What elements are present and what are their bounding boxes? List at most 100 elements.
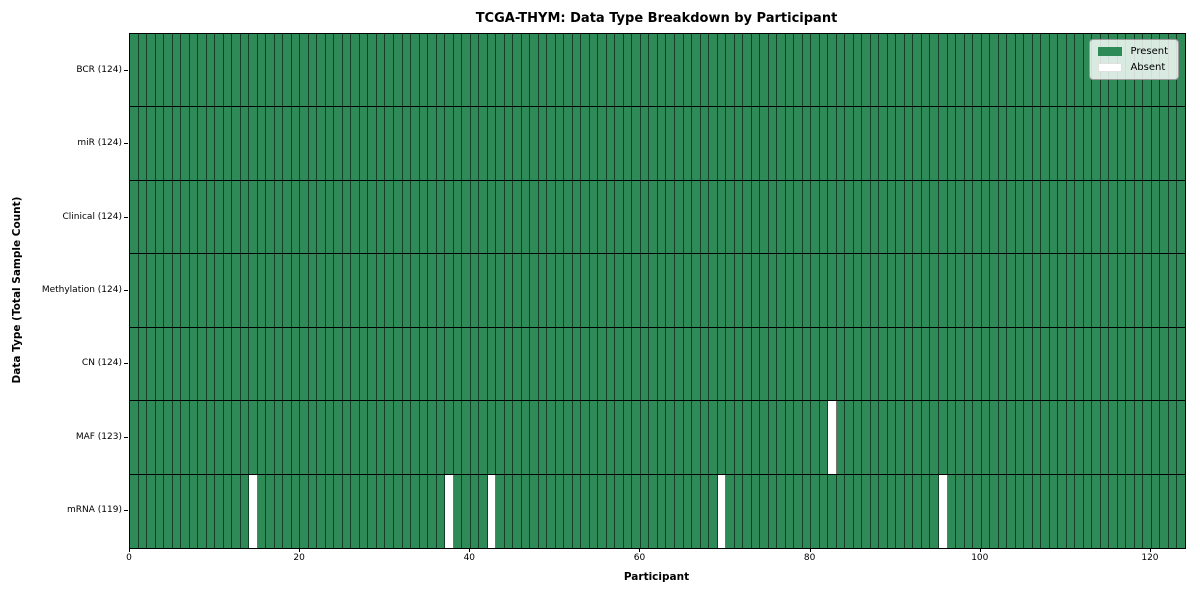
heatmap-cell (1168, 327, 1178, 401)
heatmap-cell (240, 401, 250, 474)
heatmap-cell (998, 254, 1008, 327)
heatmap-cell (683, 107, 693, 180)
heatmap-cell (589, 34, 599, 107)
heatmap-cell (521, 34, 531, 107)
heatmap-cell (359, 107, 369, 180)
heatmap-cell (155, 254, 165, 327)
heatmap-cell (393, 107, 403, 180)
heatmap-cell (547, 327, 556, 401)
heatmap-cell (564, 254, 573, 327)
heatmap-cell (589, 401, 599, 474)
heatmap-cell (249, 107, 258, 180)
heatmap-cell (513, 107, 522, 180)
heatmap-cell (496, 474, 505, 548)
heatmap-cell (794, 254, 803, 327)
heatmap-cell (376, 180, 386, 254)
heatmap-cell (283, 327, 292, 401)
heatmap-cell (751, 180, 761, 254)
heatmap-cell (632, 180, 641, 254)
heatmap-cell (223, 34, 233, 107)
heatmap-cell (470, 107, 480, 180)
heatmap-cell (794, 180, 803, 254)
heatmap-cell (479, 180, 488, 254)
heatmap-cell (1092, 180, 1101, 254)
y-tick-label: miR (124) (77, 138, 122, 149)
heatmap-cell (138, 107, 148, 180)
heatmap-cell (819, 180, 829, 254)
heatmap-cell (564, 327, 573, 401)
heatmap-cell (836, 401, 846, 474)
heatmap-cell (487, 180, 497, 254)
heatmap-cell (802, 180, 812, 254)
heatmap-cell (411, 107, 420, 180)
heatmap-cell (1066, 401, 1076, 474)
heatmap-cell (981, 107, 991, 180)
heatmap-cell (351, 180, 360, 254)
heatmap-cell (887, 254, 897, 327)
heatmap-cell (1100, 180, 1110, 254)
heatmap-cell (683, 254, 693, 327)
heatmap-cell (1024, 180, 1033, 254)
heatmap-cell (879, 34, 888, 107)
heatmap-cell (266, 254, 275, 327)
heatmap-cell (283, 107, 292, 180)
heatmap-cell (1024, 254, 1033, 327)
heatmap-cell (649, 107, 658, 180)
heatmap-cell (283, 180, 292, 254)
heatmap-cell (581, 401, 590, 474)
heatmap-cell (368, 180, 377, 254)
heatmap-cell (1117, 401, 1127, 474)
heatmap-cell (453, 34, 463, 107)
heatmap-cell (215, 180, 224, 254)
heatmap-cell (1177, 34, 1185, 107)
heatmap-cell (606, 254, 616, 327)
heatmap-cell (998, 107, 1008, 180)
heatmap-cell (513, 401, 522, 474)
heatmap-cell (249, 254, 258, 327)
heatmap-cell (964, 254, 974, 327)
heatmap-cell (657, 401, 667, 474)
heatmap-cell (904, 34, 914, 107)
heatmap-cell (632, 327, 641, 401)
heatmap-cell (887, 180, 897, 254)
heatmap-cell (802, 401, 812, 474)
heatmap-cell (1058, 107, 1067, 180)
heatmap-cell (743, 327, 752, 401)
heatmap-cell (649, 474, 658, 548)
chart-title: TCGA-THYM: Data Type Breakdown by Partic… (475, 11, 838, 26)
heatmap-cell (572, 401, 582, 474)
heatmap-cell (462, 180, 471, 254)
heatmap-cell (1024, 474, 1033, 548)
heatmap-cell (615, 474, 624, 548)
heatmap-cell (428, 401, 437, 474)
heatmap-cell (215, 107, 224, 180)
heatmap-cell (615, 327, 624, 401)
heatmap-cell (785, 180, 795, 254)
heatmap-cell (291, 107, 301, 180)
heatmap-cell (615, 401, 624, 474)
heatmap-cell (1041, 107, 1050, 180)
heatmap-cell (530, 34, 539, 107)
heatmap-cell (266, 34, 275, 107)
heatmap-cell (249, 180, 258, 254)
heatmap-cell (147, 474, 156, 548)
y-tick-label: mRNA (119) (67, 505, 122, 516)
heatmap-cell (1049, 401, 1059, 474)
heatmap-cell (172, 474, 182, 548)
heatmap-cell (513, 180, 522, 254)
heatmap-cell (1160, 254, 1169, 327)
heatmap-cell (1117, 107, 1127, 180)
heatmap-cell (1049, 180, 1059, 254)
heatmap-cell (538, 180, 548, 254)
heatmap-cell (283, 34, 292, 107)
y-tick-mark (124, 363, 128, 365)
heatmap-cell (1143, 107, 1152, 180)
heatmap-cell (1049, 107, 1059, 180)
heatmap-cell (887, 34, 897, 107)
heatmap-cell (828, 34, 837, 107)
heatmap-cell (428, 34, 437, 107)
heatmap-cell (709, 180, 718, 254)
heatmap-cell (896, 401, 905, 474)
heatmap-cell (700, 180, 710, 254)
heatmap-cell (453, 327, 463, 401)
